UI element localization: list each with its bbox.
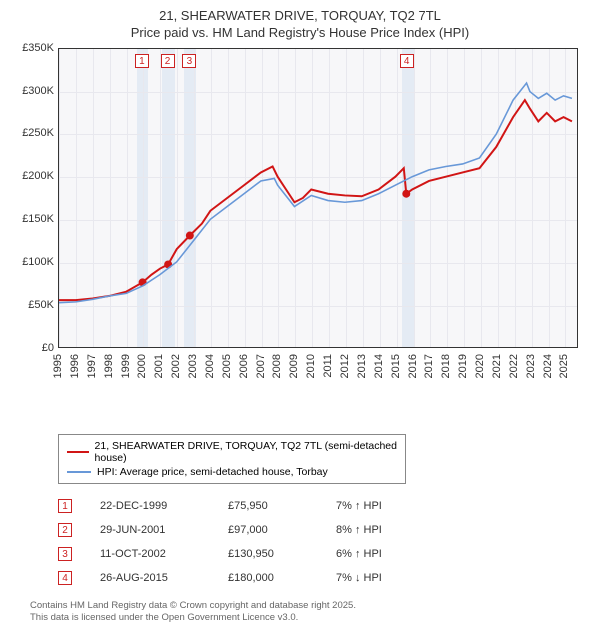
event-date: 26-AUG-2015 — [100, 572, 200, 584]
event-number-box: 4 — [58, 571, 72, 585]
event-row: 3 11-OCT-2002 £130,950 6% ↑ HPI — [58, 542, 590, 566]
event-marker-box: 4 — [400, 54, 414, 68]
event-row: 4 26-AUG-2015 £180,000 7% ↓ HPI — [58, 566, 590, 590]
y-tick-label: £100K — [10, 256, 54, 268]
x-tick-label: 2017 — [423, 354, 435, 378]
x-tick-label: 1996 — [69, 354, 81, 378]
event-date: 11-OCT-2002 — [100, 548, 200, 560]
legend-label-2: HPI: Average price, semi-detached house,… — [97, 466, 328, 478]
x-tick-label: 2020 — [474, 354, 486, 378]
x-tick-label: 1995 — [52, 354, 64, 378]
x-tick-label: 2015 — [390, 354, 402, 378]
x-tick-label: 2009 — [288, 354, 300, 378]
x-tick-label: 1999 — [120, 354, 132, 378]
x-tick-label: 2022 — [508, 354, 520, 378]
chart-title: 21, SHEARWATER DRIVE, TORQUAY, TQ2 7TL P… — [10, 8, 590, 42]
x-tick-label: 2007 — [255, 354, 267, 378]
event-price: £130,950 — [228, 548, 308, 560]
event-number-box: 3 — [58, 547, 72, 561]
event-change: 7% ↓ HPI — [336, 572, 426, 584]
chart-svg — [59, 49, 577, 347]
x-tick-label: 2004 — [204, 354, 216, 378]
x-tick-label: 2019 — [457, 354, 469, 378]
event-change: 6% ↑ HPI — [336, 548, 426, 560]
footer-line2: This data is licensed under the Open Gov… — [30, 612, 590, 624]
x-tick-label: 2011 — [322, 354, 334, 378]
x-tick-label: 1998 — [103, 354, 115, 378]
x-tick-label: 2016 — [407, 354, 419, 378]
legend-swatch-2 — [67, 471, 91, 473]
plot-region — [58, 48, 578, 348]
x-tick-label: 2023 — [525, 354, 537, 378]
x-tick-label: 2012 — [339, 354, 351, 378]
legend-swatch-1 — [67, 451, 89, 453]
series-hpi — [59, 83, 572, 303]
x-tick-label: 2013 — [356, 354, 368, 378]
event-marker-box: 1 — [135, 54, 149, 68]
event-price: £97,000 — [228, 524, 308, 536]
events-table: 1 22-DEC-1999 £75,950 7% ↑ HPI 2 29-JUN-2001 £… — [58, 494, 590, 590]
legend-label-1: 21, SHEARWATER DRIVE, TORQUAY, TQ2 7TL (… — [95, 440, 397, 464]
event-marker-box: 2 — [161, 54, 175, 68]
x-tick-label: 2025 — [558, 354, 570, 378]
x-tick-label: 2001 — [153, 354, 165, 378]
series-marker — [402, 190, 410, 198]
y-tick-label: £200K — [10, 170, 54, 182]
title-line1: 21, SHEARWATER DRIVE, TORQUAY, TQ2 7TL — [10, 8, 590, 25]
x-tick-label: 2008 — [271, 354, 283, 378]
event-change: 7% ↑ HPI — [336, 500, 426, 512]
event-row: 1 22-DEC-1999 £75,950 7% ↑ HPI — [58, 494, 590, 518]
y-tick-label: £0 — [10, 342, 54, 354]
x-tick-label: 2000 — [136, 354, 148, 378]
footer: Contains HM Land Registry data © Crown c… — [30, 600, 590, 624]
event-row: 2 29-JUN-2001 £97,000 8% ↑ HPI — [58, 518, 590, 542]
legend-row-1: 21, SHEARWATER DRIVE, TORQUAY, TQ2 7TL (… — [67, 439, 397, 465]
x-tick-label: 2010 — [305, 354, 317, 378]
chart-area: £0£50K£100K£150K£200K£250K£300K£350K1995… — [10, 48, 590, 388]
event-number-box: 2 — [58, 523, 72, 537]
legend: 21, SHEARWATER DRIVE, TORQUAY, TQ2 7TL (… — [58, 434, 406, 484]
y-tick-label: £350K — [10, 42, 54, 54]
event-change: 8% ↑ HPI — [336, 524, 426, 536]
y-tick-label: £50K — [10, 299, 54, 311]
y-tick-label: £300K — [10, 85, 54, 97]
event-price: £180,000 — [228, 572, 308, 584]
x-tick-label: 2014 — [373, 354, 385, 378]
event-number-box: 1 — [58, 499, 72, 513]
event-date: 22-DEC-1999 — [100, 500, 200, 512]
event-marker-box: 3 — [182, 54, 196, 68]
x-tick-label: 2003 — [187, 354, 199, 378]
footer-line1: Contains HM Land Registry data © Crown c… — [30, 600, 590, 612]
x-tick-label: 2024 — [542, 354, 554, 378]
legend-row-2: HPI: Average price, semi-detached house,… — [67, 465, 397, 479]
x-tick-label: 1997 — [86, 354, 98, 378]
event-date: 29-JUN-2001 — [100, 524, 200, 536]
title-line2: Price paid vs. HM Land Registry's House … — [10, 25, 590, 42]
x-tick-label: 2021 — [491, 354, 503, 378]
chart-container: 21, SHEARWATER DRIVE, TORQUAY, TQ2 7TL P… — [0, 0, 600, 620]
x-tick-label: 2002 — [170, 354, 182, 378]
y-tick-label: £150K — [10, 213, 54, 225]
event-price: £75,950 — [228, 500, 308, 512]
series-marker — [186, 231, 194, 239]
x-tick-label: 2006 — [238, 354, 250, 378]
x-tick-label: 2005 — [221, 354, 233, 378]
x-tick-label: 2018 — [440, 354, 452, 378]
series-price_paid — [59, 100, 572, 300]
y-tick-label: £250K — [10, 127, 54, 139]
